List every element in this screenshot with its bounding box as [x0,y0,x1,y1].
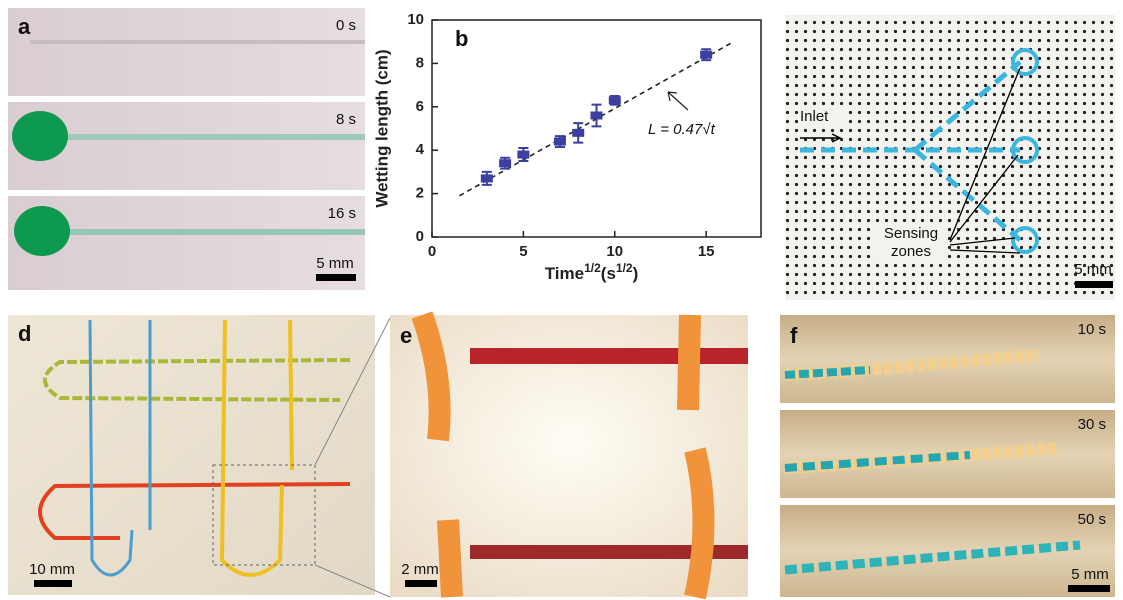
time-label: 10 s [1078,321,1106,338]
panel-a: a 0 s 8 s 16 s 5 mm [8,8,365,290]
scale-bar [34,580,72,587]
y-axis-label: Wetting length (cm) [372,49,391,207]
x-tick-label: 0 [428,243,436,260]
time-label: 50 s [1078,511,1106,528]
panel-label: b [455,26,468,51]
x-tick-label: 15 [698,243,715,260]
sensing-label: Sensing [884,225,938,242]
scale-label: 10 mm [29,561,75,578]
sensing-label: zones [891,243,931,260]
x-tick-label: 10 [606,243,623,260]
scale-label: 5 mm [1074,261,1112,278]
panel-label: a [18,14,31,39]
x-tick-label: 5 [519,243,527,260]
rope [695,450,704,597]
x-axis-label-part: 1/2 [616,261,633,275]
panel-c: Inlet Sensing zones 5 mm [785,15,1115,300]
time-label: 16 s [328,205,356,222]
panel-label: e [400,323,412,348]
data-point [572,129,584,137]
panel-label: d [18,321,31,346]
data-point [517,151,529,159]
scale-bar [1068,585,1110,592]
photo [780,315,1115,403]
x-axis-label-part: (s [601,264,616,283]
scale-bar [316,274,356,281]
x-axis-label: Time1/2(s1/2) [545,261,639,283]
y-tick-label: 2 [416,185,424,202]
time-label: 8 s [336,111,356,128]
panel-e: e 2 mm [390,315,748,597]
photo [8,8,365,96]
scale-label: 2 mm [401,561,439,578]
scale-bar [1075,281,1113,288]
data-point [554,138,566,146]
data-point [481,174,493,182]
rope [448,520,452,597]
y-tick-label: 8 [416,54,424,71]
data-point [591,111,603,119]
data-point [700,51,712,59]
panel-d: d 10 mm [8,315,390,597]
y-tick-label: 6 [416,98,424,115]
x-axis-label-part: 1/2 [584,261,601,275]
figure: a 0 s 8 s 16 s 5 mm b 0 2 4 6 8 10 0 5 10 15 Wetti… [0,0,1123,600]
y-tick-label: 4 [416,141,425,158]
x-axis-label-part: ) [633,264,639,283]
annotation: L = 0.47√t [648,121,716,138]
time-label: 0 s [336,17,356,34]
rope [688,315,690,410]
panel-label: f [790,323,798,348]
scale-label: 5 mm [316,255,354,272]
x-axis-label-part: Time [545,264,584,283]
drop [12,111,68,161]
inlet-label: Inlet [800,108,829,125]
annotation-arrow [668,92,688,110]
photo [785,15,1115,300]
y-tick-label: 10 [407,11,424,28]
data-point [499,159,511,167]
scale-bar [405,580,437,587]
y-tick-label: 0 [416,228,424,245]
scale-label: 5 mm [1071,566,1109,583]
photo [780,505,1115,597]
drop [14,206,70,256]
data-point [609,96,621,104]
time-label: 30 s [1078,416,1106,433]
panel-f: f 10 s 30 s 50 s 5 mm [780,315,1115,597]
